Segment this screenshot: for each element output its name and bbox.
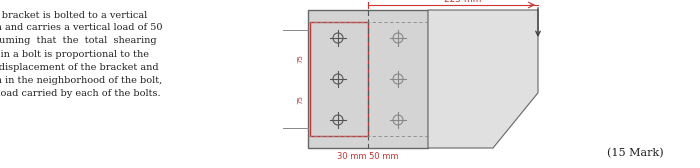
Polygon shape <box>428 10 538 148</box>
Bar <box>310 22 368 136</box>
Bar <box>308 10 428 148</box>
Text: 75: 75 <box>297 95 303 104</box>
Text: 75: 75 <box>297 54 303 63</box>
Text: (15 Mark): (15 Mark) <box>607 148 664 158</box>
Text: Q2/  A bracket is bolted to a vertical
stanchion and carries a vertical load of : Q2/ A bracket is bolted to a vertical st… <box>0 10 162 98</box>
Text: 30 mm 50 mm: 30 mm 50 mm <box>337 152 399 161</box>
Text: 225 mm: 225 mm <box>444 0 482 4</box>
